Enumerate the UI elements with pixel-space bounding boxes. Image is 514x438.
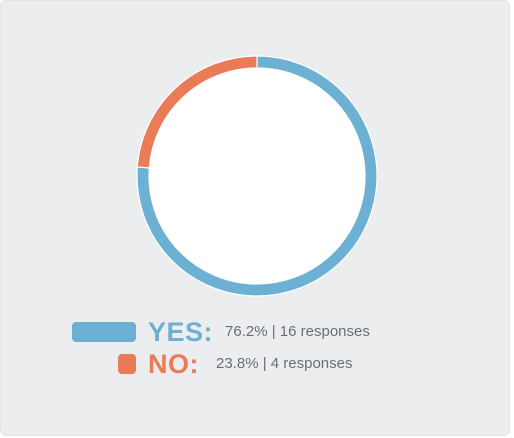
legend-item-yes: YES: 76.2% | 16 responses bbox=[72, 314, 370, 350]
legend-label-yes: YES: bbox=[148, 317, 214, 347]
legend-detail-yes: 76.2% | 16 responses bbox=[225, 323, 370, 340]
legend-detail-no: 23.8% | 4 responses bbox=[216, 355, 353, 372]
legend-swatch-no bbox=[118, 354, 136, 374]
donut-hole bbox=[149, 68, 365, 284]
legend-label-no: NO: bbox=[148, 349, 199, 379]
legend-swatch-yes bbox=[72, 322, 136, 342]
legend-item-no: NO: 23.8% | 4 responses bbox=[118, 346, 352, 382]
